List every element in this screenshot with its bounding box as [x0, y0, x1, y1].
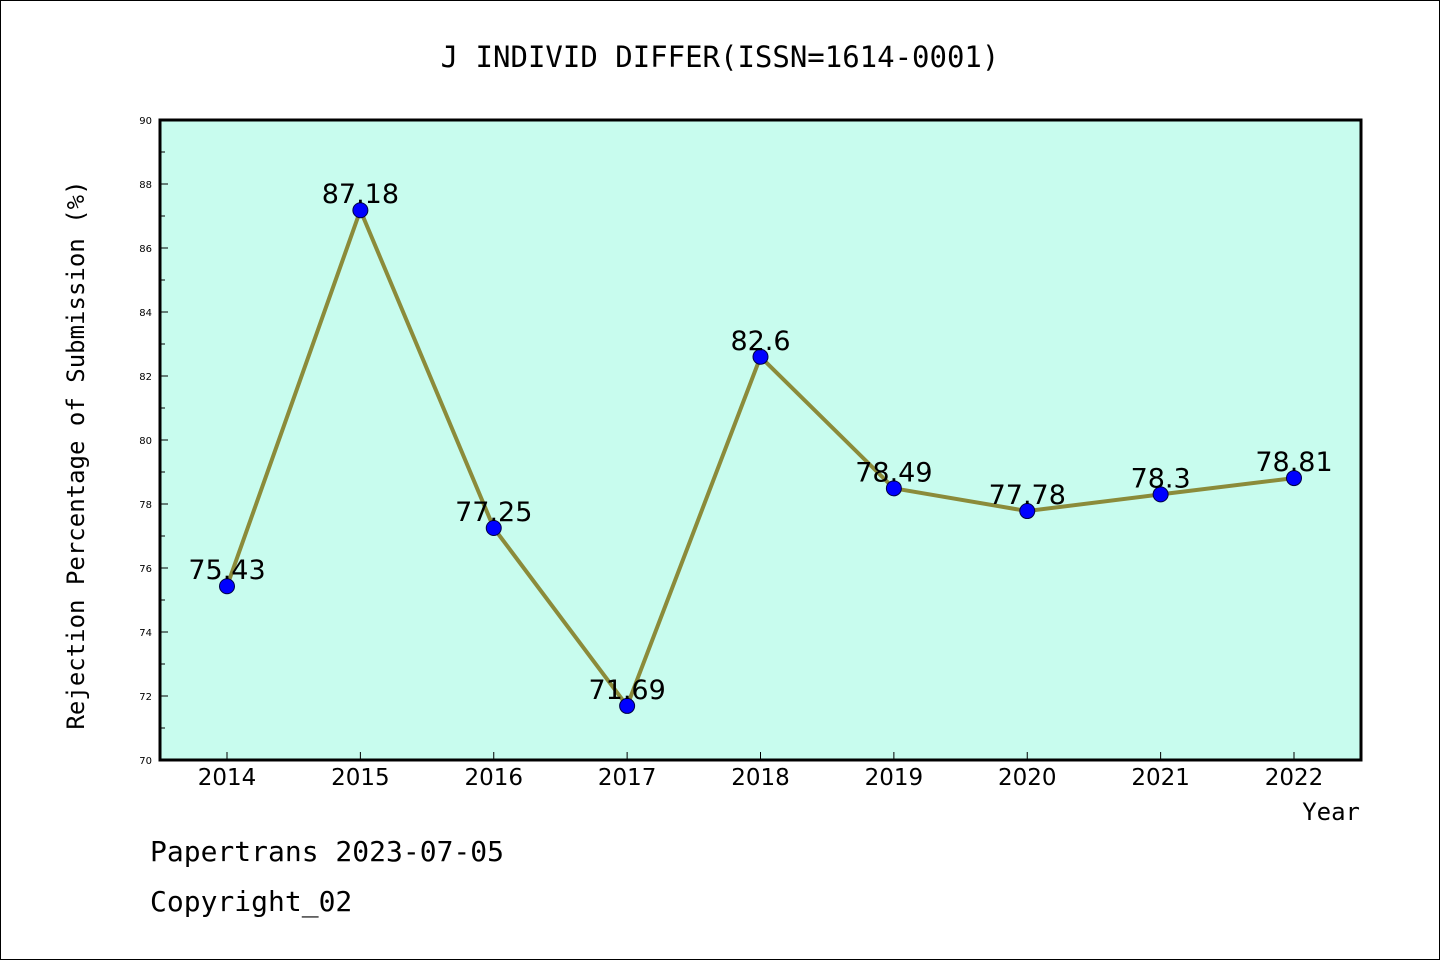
x-tick-label: 2016	[464, 765, 523, 791]
data-label-2017: 71.69	[588, 675, 665, 706]
y-tick-label: 78	[139, 500, 152, 511]
data-point-2016	[485, 520, 502, 536]
y-axis-label: Rejection Percentage of Submission (%)	[62, 180, 90, 729]
data-point-2015	[352, 202, 369, 219]
y-tick-label: 74	[139, 628, 152, 639]
x-tick-label: 2021	[1131, 765, 1190, 791]
data-point-2017	[619, 697, 636, 714]
x-tick-label: 2022	[1265, 765, 1324, 791]
data-point-2022	[1286, 470, 1302, 487]
data-point-2021	[1152, 486, 1169, 503]
plot-area	[158, 118, 1363, 762]
x-axis: 2014 2015 2016 2017 2018 2019 2020 2021 2022	[198, 752, 1324, 791]
y-axis: 70 72 74 76 78 80 82 84 86 88 90	[139, 116, 168, 767]
x-tick-label: 2014	[198, 765, 257, 791]
data-label-2020: 77.78	[989, 480, 1066, 511]
data-label-2022: 78.81	[1255, 447, 1332, 478]
data-labels: 75.43 87.18 77.25 71.69 82.6 78.49 77.78 78.3 78…	[188, 179, 1332, 706]
y-tick-label: 70	[139, 756, 152, 767]
x-tick-label: 2020	[998, 765, 1057, 791]
y-tick-label: 84	[139, 308, 152, 319]
data-label-2021: 78.3	[1131, 463, 1191, 494]
data-point-2020	[1019, 503, 1036, 520]
data-point-2018	[752, 348, 769, 365]
data-label-2015: 87.18	[322, 179, 399, 210]
x-axis-label: Year	[1302, 798, 1360, 826]
x-tick-label: 2019	[865, 765, 924, 791]
x-tick-label: 2018	[731, 765, 790, 791]
y-tick-label: 90	[139, 116, 152, 127]
data-label-2014: 75.43	[188, 555, 265, 586]
data-point-2014	[219, 578, 235, 595]
data-label-2018: 82.6	[730, 326, 790, 357]
x-tick-label: 2017	[598, 765, 657, 791]
y-tick-label: 80	[139, 436, 152, 447]
data-points	[219, 202, 1302, 714]
data-point-2019	[885, 480, 902, 497]
footer-copyright: Copyright_02	[150, 885, 353, 918]
y-tick-label: 76	[139, 564, 152, 575]
chart-title: J INDIVID DIFFER(ISSN=1614-0001)	[441, 40, 1000, 74]
y-tick-label: 86	[139, 244, 152, 255]
x-tick-label: 2015	[331, 765, 390, 791]
y-tick-label: 72	[139, 692, 152, 703]
data-label-2019: 78.49	[855, 457, 932, 488]
data-label-2016: 77.25	[455, 497, 532, 528]
y-tick-label: 88	[139, 180, 152, 191]
footer-date: Papertrans 2023-07-05	[150, 835, 505, 868]
y-tick-label: 82	[139, 372, 152, 383]
